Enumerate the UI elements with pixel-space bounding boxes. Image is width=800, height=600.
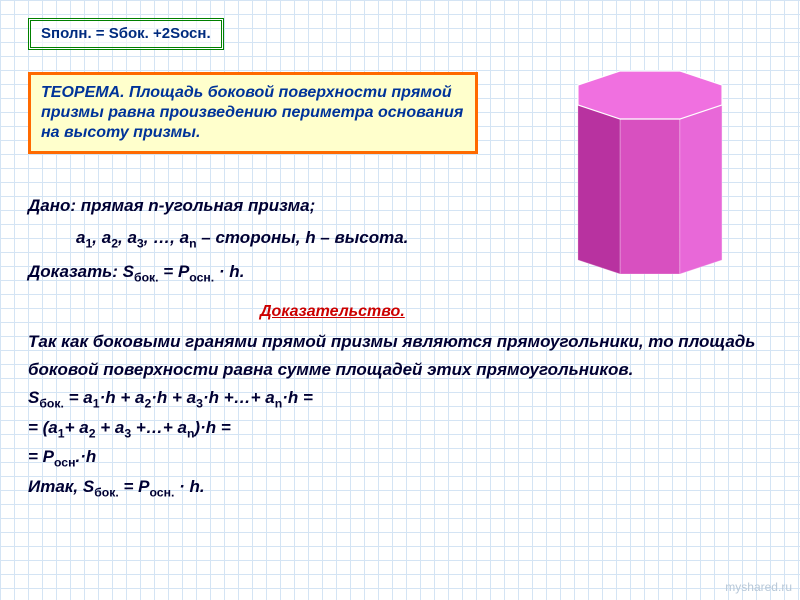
watermark: myshared.ru xyxy=(725,580,792,594)
given-line-2: a1, a2, a3, …, an – стороны, h – высота. xyxy=(28,222,548,256)
proof-p2: Sбок. = a1·h + a2·h + a3·h +…+ an·h = xyxy=(28,384,768,414)
proof-p4: = Pосн.·h xyxy=(28,443,768,473)
proof-p5: Итак, Sбок. = Pосн. · h. xyxy=(28,473,768,503)
formula-text: Sполн. = Sбок. +2Sосн. xyxy=(41,25,211,42)
theorem-box: ТЕОРЕМА. Площадь боковой поверхности пря… xyxy=(28,72,478,154)
given-block: Дано: прямая n-угольная призма; a1, a2, … xyxy=(28,190,548,290)
proof-title: Доказательство. xyxy=(260,303,405,321)
theorem-text: ТЕОРЕМА. Площадь боковой поверхности пря… xyxy=(41,83,465,143)
proof-p1: Так как боковыми гранями прямой призмы я… xyxy=(28,328,768,384)
given-line-1: Дано: прямая n-угольная призма; xyxy=(28,190,548,222)
prism-icon xyxy=(540,50,760,280)
formula-box: Sполн. = Sбок. +2Sосн. xyxy=(28,18,224,50)
given-line-3: Доказать: Sбок. = Pосн. · h. xyxy=(28,256,548,290)
proof-body: Так как боковыми гранями прямой призмы я… xyxy=(28,328,768,502)
proof-p3: = (a1+ a2 + a3 +…+ an)·h = xyxy=(28,414,768,444)
